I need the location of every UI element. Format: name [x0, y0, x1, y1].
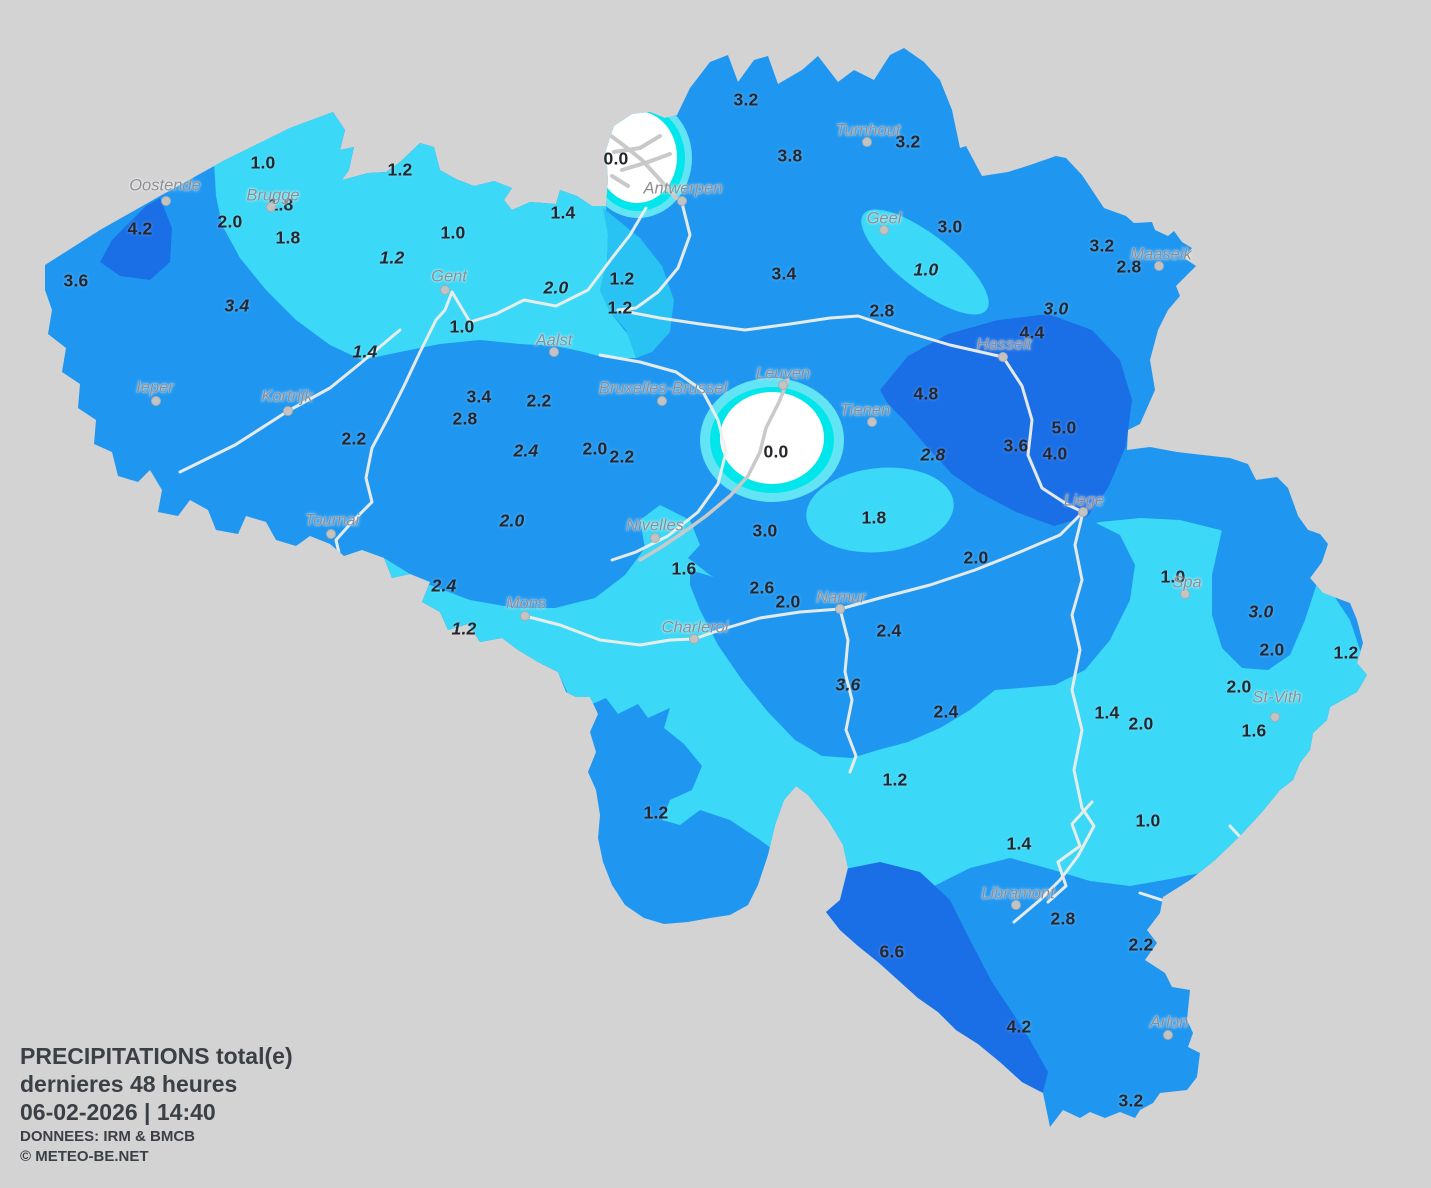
- boundary-meuse-south: [838, 607, 858, 774]
- map-title-copyright: © METEO-BE.NET: [20, 1148, 149, 1166]
- band-mid-antwerp-strip: [600, 208, 674, 358]
- map-title-datetime: 06-02-2026 | 14:40: [20, 1099, 216, 1126]
- zero-zone-leuven: [700, 378, 844, 502]
- title-block: PRECIPITATIONS total(e) dernieres 48 heu…: [20, 1042, 293, 1167]
- port-road-1: [598, 126, 678, 200]
- boundary-scheldt: [332, 206, 648, 596]
- map-title-line1: PRECIPITATIONS total(e): [20, 1043, 293, 1069]
- boundary-antwerp-south: [616, 201, 692, 312]
- map-title-line2: dernieres 48 heures: [20, 1071, 238, 1098]
- boundary-libramont-river: [1046, 800, 1094, 904]
- port-road-4: [610, 174, 630, 188]
- boundary-demer: [616, 308, 1085, 514]
- band-dark-hasselt-liege: [880, 314, 1132, 526]
- boundary-lines: [178, 201, 1254, 927]
- leuven-road: [638, 378, 790, 562]
- band-medium-spa: [1212, 472, 1322, 670]
- band-light-geel: [861, 209, 989, 315]
- band-dark-ardennes: [760, 862, 1048, 1092]
- band-light-northwest: [214, 112, 640, 360]
- port-road-3: [620, 152, 672, 172]
- boundary-sambre-meuse: [523, 510, 1085, 647]
- map-title-source: DONNEES: IRM & BMCB: [20, 1128, 195, 1146]
- port-road-2: [612, 134, 662, 154]
- band-medium-namur: [690, 520, 1135, 758]
- boundary-leie: [178, 328, 402, 474]
- road-lines: [598, 126, 790, 562]
- band-dark-oostende: [100, 198, 172, 280]
- band-light-tienen: [806, 467, 954, 553]
